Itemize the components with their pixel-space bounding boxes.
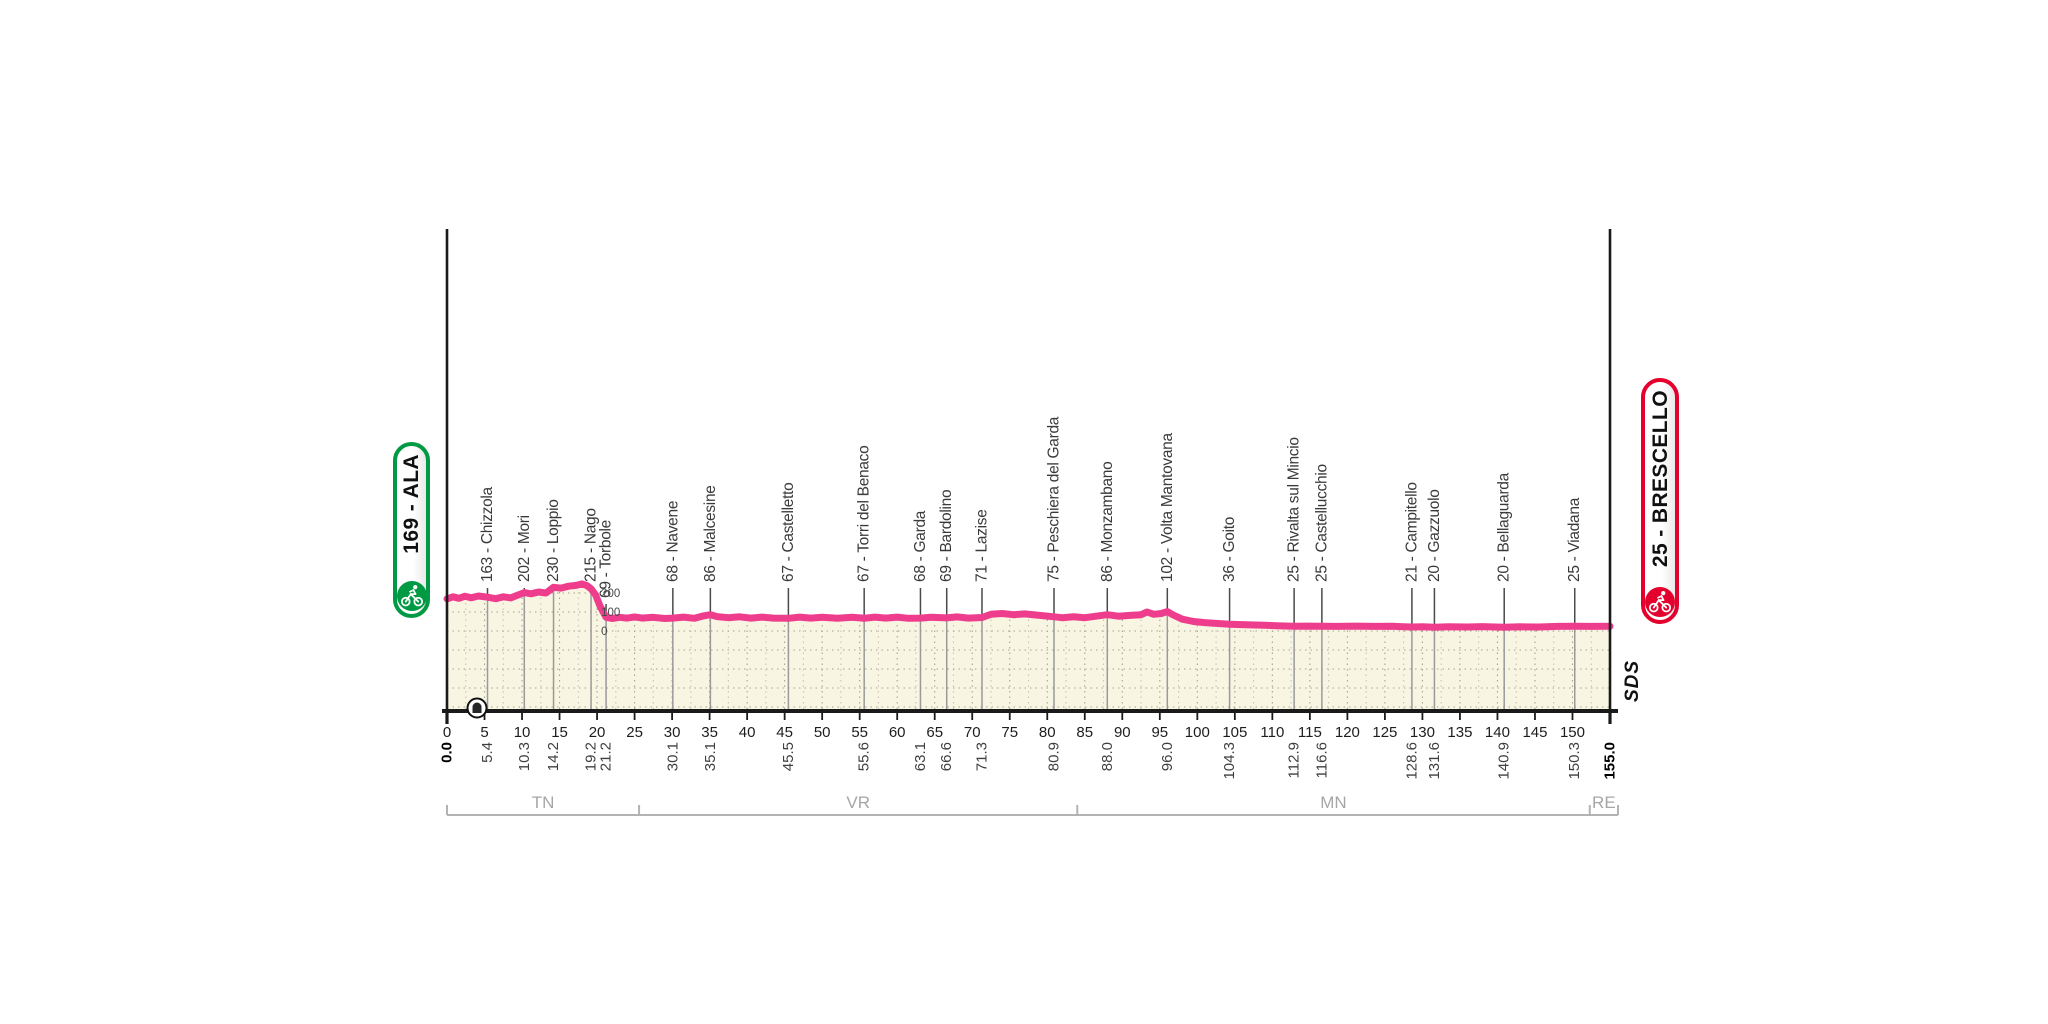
km-tick-label: 40 (739, 724, 756, 741)
km-distance-label: 19.2 (583, 742, 600, 771)
km-tick-label: 145 (1522, 724, 1547, 741)
km-distance-label: 14.2 (545, 742, 562, 771)
km-tick-label: 130 (1410, 724, 1435, 741)
km-tick-label: 35 (701, 724, 718, 741)
sds-logo: SDS (1622, 659, 1643, 702)
km-distance-label: 80.9 (1046, 742, 1063, 771)
waypoint-label: 25 - Viadana (1566, 497, 1583, 582)
km-tick-label: 70 (964, 724, 981, 741)
cyclist-icon (1645, 587, 1675, 617)
km-distance-label: 0.0 (439, 742, 456, 763)
km-distance-label: 35.1 (702, 742, 719, 771)
start-label-text: 169 - ALA (400, 454, 423, 554)
finish-label-text: 25 - BRESCELLO (1648, 390, 1672, 568)
km-tick-label: 135 (1447, 724, 1472, 741)
km-distance-label: 21.2 (598, 742, 615, 771)
km-distance-label: 96.0 (1159, 742, 1176, 771)
waypoint-label: 86 - Monzambano (1099, 462, 1116, 582)
waypoint-label: 230 - Loppio (545, 499, 562, 582)
km-distance-label: 45.5 (780, 742, 797, 771)
elevation-scale-label: 200 (601, 588, 620, 600)
km-tick-label: 50 (814, 724, 831, 741)
waypoint-label: 25 - Castellucchio (1313, 464, 1330, 582)
finish-label: 25 - BRESCELLO (1641, 378, 1679, 624)
waypoint-label: 75 - Peschiera del Garda (1046, 416, 1063, 582)
km-distance-label: 10.3 (516, 742, 533, 771)
km-tick-label: 55 (851, 724, 868, 741)
km-tick-label: 5 (480, 724, 488, 741)
km-tick-label: 90 (1114, 724, 1131, 741)
km-distance-label: 155.0 (1602, 742, 1619, 780)
km-tick-label: 85 (1076, 724, 1093, 741)
km-tick-label: 95 (1151, 724, 1168, 741)
km-tick-label: 150 (1560, 724, 1585, 741)
km-distance-label: 30.1 (664, 742, 681, 771)
km-distance-label: 116.6 (1313, 742, 1330, 778)
km-distance-label: 131.6 (1426, 742, 1443, 780)
waypoint-label: 36 - Goito (1221, 517, 1238, 582)
waypoint-label: 68 - Navene (664, 501, 681, 582)
km-tick-label: 20 (589, 724, 606, 741)
waypoint-label: 102 - Volta Mantovana (1159, 433, 1176, 582)
waypoint-label: 67 - Castelletto (780, 483, 797, 582)
elevation-scale-label: 100 (601, 607, 620, 619)
km-distance-label: 128.6 (1403, 742, 1420, 780)
waypoint-label: 67 - Torri del Benaco (856, 446, 873, 582)
km-distance-label: 63.1 (912, 742, 929, 771)
km-tick-label: 100 (1185, 724, 1210, 741)
km-tick-label: 10 (514, 724, 531, 741)
km-tick-label: 45 (776, 724, 793, 741)
waypoint-label: 69 - Torbole (598, 520, 615, 598)
km-tick-label: 120 (1335, 724, 1360, 741)
km-distance-label: 5.4 (479, 742, 496, 763)
waypoint-label: 202 - Mori (516, 515, 533, 582)
km-distance-label: 150.3 (1566, 742, 1583, 780)
province-label: RE (1592, 793, 1616, 812)
km-tick-label: 30 (664, 724, 681, 741)
km-tick-label: 140 (1485, 724, 1510, 741)
km-tick-label: 110 (1260, 724, 1284, 741)
elevation-scale-label: 0 (601, 626, 607, 638)
waypoint-label: 68 - Garda (912, 510, 929, 582)
province-label: VR (846, 793, 870, 812)
waypoint-label: 25 - Rivalta sul Mincio (1286, 437, 1303, 582)
km-distance-label: 140.9 (1496, 742, 1513, 780)
km-tick-label: 105 (1222, 724, 1247, 741)
km-distance-label: 55.6 (856, 742, 873, 771)
km-tick-label: 80 (1039, 724, 1056, 741)
km-tick-label: 75 (1001, 724, 1018, 741)
km-distance-label: 112.9 (1286, 742, 1303, 778)
km-tick-label: 125 (1372, 724, 1397, 741)
waypoint-label: 20 - Bellaguarda (1496, 472, 1513, 582)
waypoint-label: 69 - Bardolino (938, 490, 955, 582)
waypoint-label: 71 - Lazise (973, 509, 990, 582)
waypoint-label: 215 - Nago (583, 508, 600, 582)
km-tick-label: 65 (926, 724, 943, 741)
km-tick-label: 15 (551, 724, 568, 741)
km-distance-label: 66.6 (938, 742, 955, 771)
km-tick-label: 25 (626, 724, 643, 741)
province-label: MN (1320, 793, 1346, 812)
start-label: 169 - ALA (393, 442, 430, 618)
km-tick-label: 115 (1298, 724, 1322, 741)
km-distance-label: 71.3 (973, 742, 990, 771)
waypoint-label: 163 - Chizzola (479, 486, 496, 582)
province-label: TN (532, 793, 555, 812)
waypoint-label: 21 - Campitello (1403, 482, 1420, 582)
waypoint-label: 20 - Gazzuolo (1426, 489, 1443, 582)
km-distance-label: 88.0 (1099, 742, 1116, 771)
km-distance-label: 104.3 (1221, 742, 1238, 780)
km-tick-label: 0 (443, 724, 451, 741)
profile-line (443, 580, 1614, 631)
cyclist-icon (396, 581, 427, 611)
km-tick-label: 60 (889, 724, 906, 741)
tunnel-marker-icon (466, 697, 488, 719)
waypoint-label: 86 - Malcesine (702, 485, 719, 582)
